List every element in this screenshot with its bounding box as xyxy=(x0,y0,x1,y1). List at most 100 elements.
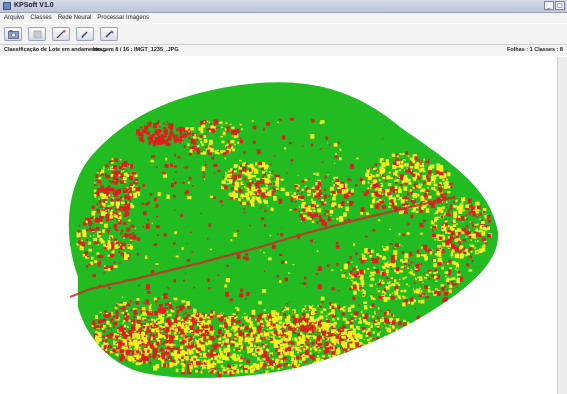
minimize-button[interactable]: _ xyxy=(544,1,554,10)
classification-speckle xyxy=(157,120,160,123)
classification-speckle xyxy=(263,367,265,370)
classification-speckle xyxy=(169,334,172,337)
classification-speckle xyxy=(456,216,460,221)
classification-speckle xyxy=(260,250,262,251)
classification-speckle xyxy=(203,339,206,341)
classification-speckle xyxy=(158,344,160,346)
classification-speckle xyxy=(209,195,214,198)
classification-speckle xyxy=(146,326,150,330)
classification-speckle xyxy=(332,319,335,321)
classification-speckle xyxy=(447,185,451,189)
classification-speckle xyxy=(360,259,365,264)
classification-speckle xyxy=(256,188,259,190)
classification-speckle xyxy=(422,175,427,180)
classification-speckle xyxy=(451,256,453,258)
classification-speckle xyxy=(255,335,257,337)
classification-speckle xyxy=(231,126,235,130)
classification-speckle xyxy=(418,184,421,187)
classification-speckle xyxy=(125,209,127,212)
classification-speckle xyxy=(329,302,332,305)
classification-speckle xyxy=(116,304,118,307)
stop-button[interactable] xyxy=(28,27,46,41)
segment-tool-button[interactable] xyxy=(52,27,70,41)
classification-speckle xyxy=(286,315,291,320)
classification-speckle xyxy=(315,345,319,348)
classification-speckle xyxy=(106,217,110,222)
classification-speckle xyxy=(89,235,91,237)
menu-rede-neural[interactable]: Rede Neural xyxy=(57,15,92,21)
classification-speckle xyxy=(412,210,416,213)
classification-speckle xyxy=(386,273,389,276)
classification-speckle xyxy=(304,327,309,333)
classification-speckle xyxy=(251,339,253,342)
classification-speckle xyxy=(157,192,161,197)
classification-speckle xyxy=(386,281,391,284)
classification-speckle xyxy=(290,327,293,331)
classification-speckle xyxy=(157,132,159,133)
classification-speckle xyxy=(113,214,117,217)
classification-speckle xyxy=(239,366,242,368)
classification-speckle xyxy=(266,165,269,168)
classification-speckle xyxy=(85,265,88,268)
classification-speckle xyxy=(182,313,185,316)
classification-speckle xyxy=(399,298,401,300)
classification-speckle xyxy=(211,344,214,348)
classification-speckle xyxy=(121,159,124,161)
classification-speckle xyxy=(246,202,250,205)
classification-speckle xyxy=(350,304,355,308)
classification-speckle xyxy=(287,339,290,342)
classification-speckle xyxy=(218,329,222,335)
classification-speckle xyxy=(228,337,231,340)
maximize-button[interactable]: □ xyxy=(555,1,565,10)
menu-classes[interactable]: Classes xyxy=(30,15,52,21)
classification-speckle xyxy=(472,213,476,217)
classification-speckle xyxy=(104,340,108,343)
classification-speckle xyxy=(199,322,202,324)
classification-speckle xyxy=(345,194,350,198)
classification-speckle xyxy=(281,332,283,335)
classification-speckle xyxy=(113,261,116,264)
image-canvas[interactable] xyxy=(0,57,556,394)
classification-speckle xyxy=(334,332,336,335)
classification-speckle xyxy=(115,213,119,216)
menu-processar-imagens[interactable]: Processar Imagens xyxy=(97,15,150,21)
classification-speckle xyxy=(148,355,151,358)
classification-speckle xyxy=(297,333,302,337)
classification-speckle xyxy=(471,206,475,210)
classification-speckle xyxy=(336,217,339,221)
classification-speckle xyxy=(229,148,232,152)
classification-speckle xyxy=(268,331,271,333)
classification-speckle xyxy=(352,332,357,336)
classification-speckle xyxy=(143,334,146,338)
classification-speckle xyxy=(301,337,306,343)
classification-speckle xyxy=(386,263,390,268)
classification-speckle xyxy=(153,297,157,302)
brush-tool-button[interactable] xyxy=(76,27,94,41)
classification-speckle xyxy=(225,150,230,153)
classification-speckle xyxy=(244,172,247,175)
classification-speckle xyxy=(136,346,140,352)
classification-speckle xyxy=(286,344,288,347)
vertical-scrollbar[interactable] xyxy=(557,57,567,394)
classification-speckle xyxy=(403,196,407,200)
classification-speckle xyxy=(354,311,359,316)
classification-speckle xyxy=(394,291,399,296)
classification-speckle xyxy=(233,322,236,326)
classification-speckle xyxy=(95,174,99,178)
classification-speckle xyxy=(263,360,265,362)
classification-speckle xyxy=(118,340,123,346)
eraser-tool-button[interactable] xyxy=(100,27,118,41)
classification-speckle xyxy=(238,359,243,363)
classification-speckle xyxy=(437,257,442,262)
classification-speckle xyxy=(442,206,445,210)
menu-arquivo[interactable]: Arquivo xyxy=(4,15,25,21)
classification-speckle xyxy=(441,288,445,292)
classification-speckle xyxy=(143,355,148,360)
open-image-button[interactable] xyxy=(4,27,22,41)
classification-speckle xyxy=(358,321,362,324)
classification-speckle xyxy=(238,342,243,345)
classification-speckle xyxy=(366,330,369,333)
classification-speckle xyxy=(275,187,279,190)
classification-speckle xyxy=(315,273,319,275)
classification-speckle xyxy=(470,210,474,213)
